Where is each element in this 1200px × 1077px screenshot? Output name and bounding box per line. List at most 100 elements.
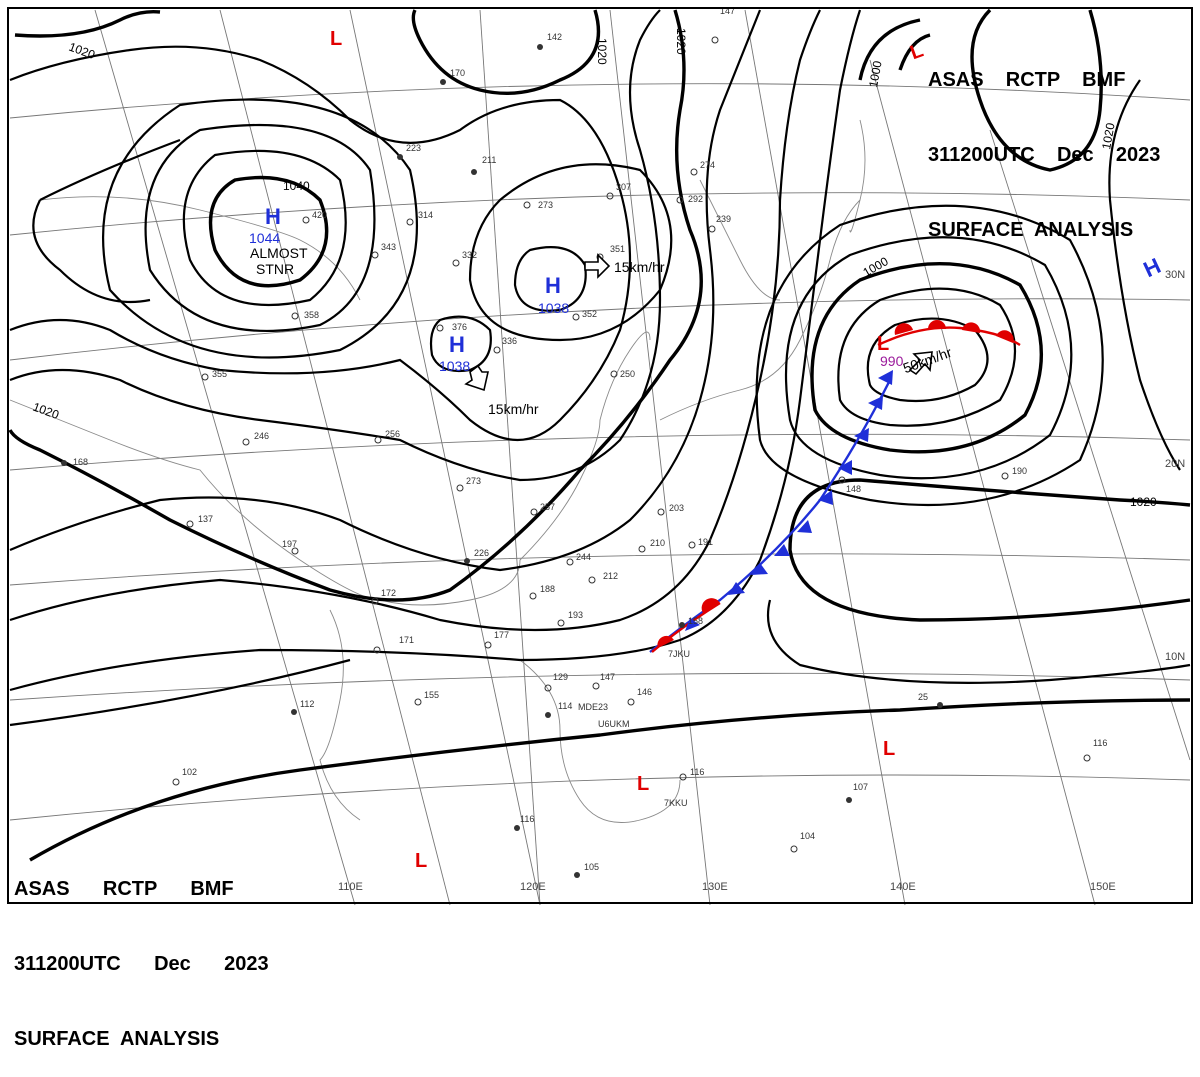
- station-report: 197: [282, 539, 299, 555]
- station-report: 137: [186, 514, 213, 528]
- station-report: 114: [545, 701, 572, 718]
- isobar-label: 1020: [1130, 495, 1157, 509]
- ship-id: MDE23: [578, 702, 608, 712]
- chart-header-top: ASAS RCTP BMF 311200UTC Dec 2023 SURFACE…: [928, 18, 1160, 268]
- station-report: 147: [592, 672, 615, 690]
- station-report: 420: [302, 210, 327, 224]
- low-marker: L: [330, 28, 342, 50]
- station-report: 226: [464, 548, 489, 564]
- low-marker: L: [883, 738, 895, 760]
- svg-text:197: 197: [282, 539, 297, 549]
- movement-note: STNR: [256, 261, 294, 277]
- station-report: 116: [1083, 738, 1107, 762]
- station-report: 314: [406, 210, 433, 226]
- svg-text:188: 188: [540, 584, 555, 594]
- svg-text:256: 256: [385, 429, 400, 439]
- header-line: 311200UTC Dec 2023: [928, 144, 1161, 166]
- station-report: 107: [846, 782, 868, 803]
- svg-text:212: 212: [603, 571, 618, 581]
- station-report: 190: [1001, 466, 1027, 480]
- header-line: SURFACE ANALYSIS: [928, 219, 1134, 241]
- station-report: 193: [557, 610, 583, 627]
- svg-text:155: 155: [424, 690, 439, 700]
- movement-speed: 50km/hr: [901, 344, 954, 376]
- low-marker: L: [907, 39, 926, 64]
- movement-arrow-icon: [464, 364, 489, 392]
- svg-text:102: 102: [182, 767, 197, 777]
- isobar-label: 1020: [595, 38, 609, 65]
- svg-text:25: 25: [918, 692, 928, 702]
- ship-id: 7JKU: [668, 649, 690, 659]
- station-report: 155: [414, 690, 439, 706]
- station-report: 203: [657, 503, 684, 516]
- station-report: 147: [711, 6, 735, 44]
- svg-text:314: 314: [418, 210, 433, 220]
- station-report: 25: [918, 692, 943, 708]
- station-report: 104: [790, 831, 815, 853]
- svg-text:351: 351: [610, 244, 625, 254]
- isobar-label: 1020: [1099, 121, 1117, 150]
- station-report: 257: [530, 502, 555, 516]
- station-report: 358: [291, 310, 319, 320]
- station-report: 172: [371, 588, 396, 605]
- axis-labels: 110E 120E 130E 140E 150E 30N 20N 10N: [338, 269, 1185, 893]
- station-report: 274: [690, 160, 715, 176]
- lon-label: 130E: [702, 881, 728, 893]
- svg-text:142: 142: [547, 32, 562, 42]
- station-report: 239: [708, 214, 731, 233]
- lat-label: 30N: [1165, 269, 1185, 281]
- svg-text:147: 147: [600, 672, 615, 682]
- station-report: 177: [484, 630, 509, 649]
- weather-chart: 1020 1020 1020 1040 1000 1000 1020 1020 …: [7, 6, 1193, 906]
- high-pressure-value: 1044: [249, 230, 280, 246]
- svg-text:223: 223: [406, 143, 421, 153]
- station-report: 170: [440, 68, 465, 85]
- svg-text:292: 292: [688, 194, 703, 204]
- chart-header-bottom: ASAS RCTP BMF 311200UTC Dec 2023 SURFACE…: [14, 827, 269, 1077]
- isobar-label: 1040: [283, 179, 310, 193]
- svg-text:244: 244: [576, 552, 591, 562]
- station-report: 142: [537, 32, 562, 50]
- station-report: 336: [493, 336, 517, 354]
- station-report: 250: [610, 369, 635, 379]
- header-line: 311200UTC Dec 2023: [14, 953, 269, 975]
- station-report: 307: [606, 182, 631, 200]
- station-report: 355: [201, 369, 227, 381]
- isobar-label: 1020: [31, 400, 61, 422]
- station-report: 211: [471, 155, 496, 175]
- svg-text:190: 190: [1012, 466, 1027, 476]
- pressure-centres: H 1044 ALMOST STNR H 1038 15km/hr H 1038…: [249, 28, 1164, 872]
- station-report: 212: [588, 571, 618, 584]
- svg-text:105: 105: [584, 862, 599, 872]
- movement-speed: 15km/hr: [614, 259, 665, 275]
- svg-text:116: 116: [690, 767, 704, 777]
- station-report: 343: [371, 242, 396, 259]
- svg-text:211: 211: [482, 155, 496, 165]
- station-report: 171: [373, 635, 414, 654]
- svg-text:158: 158: [688, 616, 703, 626]
- ship-id: 7KKU: [664, 798, 688, 808]
- header-line: SURFACE ANALYSIS: [14, 1028, 220, 1050]
- station-report: 292: [676, 194, 703, 204]
- svg-text:203: 203: [669, 503, 684, 513]
- header-line: ASAS RCTP BMF: [928, 69, 1126, 91]
- lon-label: 110E: [338, 881, 363, 893]
- svg-text:170: 170: [450, 68, 465, 78]
- svg-text:336: 336: [502, 336, 517, 346]
- station-report: 158: [679, 616, 703, 628]
- station-report: 168: [61, 457, 88, 467]
- svg-text:355: 355: [212, 369, 227, 379]
- svg-text:191: 191: [698, 537, 713, 547]
- fronts: [649, 320, 1021, 653]
- lon-label: 140E: [890, 881, 916, 893]
- station-report: 210: [638, 538, 665, 553]
- svg-text:420: 420: [312, 210, 327, 220]
- map-frame: [7, 7, 1193, 904]
- svg-text:104: 104: [800, 831, 815, 841]
- high-marker: H: [265, 204, 281, 229]
- svg-text:273: 273: [466, 476, 481, 486]
- low-marker: L: [415, 850, 427, 872]
- cold-front-barbs: [685, 370, 893, 631]
- high-marker: H: [545, 273, 561, 298]
- high-pressure-center-1038-west: H 1038 15km/hr: [439, 332, 539, 417]
